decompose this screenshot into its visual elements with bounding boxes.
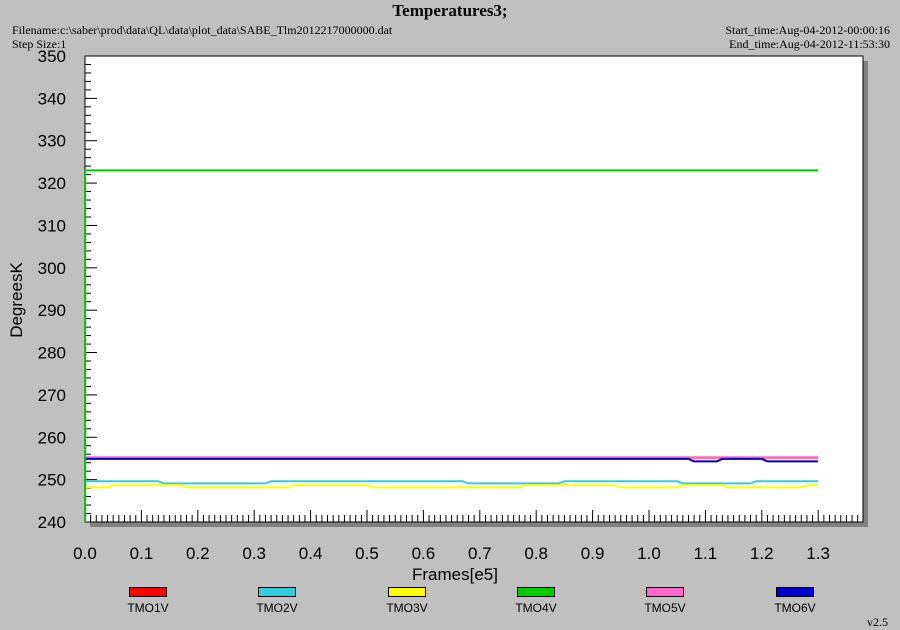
legend-swatch [517, 587, 555, 597]
legend-label: TMO3V [386, 601, 428, 615]
legend-item-tmo6v: TMO6V [755, 585, 835, 615]
legend-swatch [646, 587, 684, 597]
legend-item-tmo5v: TMO5V [625, 585, 705, 615]
legend-label: TMO2V [256, 601, 298, 615]
legend-label: TMO6V [774, 601, 816, 615]
end-time-label: End_time:Aug-04-2012-11:53:30 [729, 37, 890, 51]
start-time-label: Start_time:Aug-04-2012-00:00:16 [725, 23, 890, 37]
chart-title: Temperatures3; [392, 1, 508, 20]
y-tick-label: 240 [38, 513, 66, 532]
x-tick-label: 1.3 [806, 544, 830, 563]
legend-item-tmo1v: TMO1V [108, 585, 188, 615]
x-tick-label: 0.8 [524, 544, 548, 563]
legend-label: TMO4V [515, 601, 557, 615]
y-tick-label: 350 [38, 47, 66, 66]
legend-label: TMO5V [644, 601, 686, 615]
legend: TMO1V TMO2V TMO3V TMO4V TMO5V TMO6V [0, 585, 900, 615]
legend-swatch [258, 587, 296, 597]
x-tick-label: 0.0 [73, 544, 97, 563]
x-tick-label: 0.6 [412, 544, 436, 563]
x-axis-label: Frames[e5] [412, 565, 498, 584]
legend-swatch [388, 587, 426, 597]
series-line-tmo3v [85, 484, 819, 489]
series-line-tmo2v [85, 480, 819, 485]
x-tick-label: 0.1 [130, 544, 154, 563]
x-tick-label: 1.2 [750, 544, 774, 563]
step-size-label: Step Size:1 [12, 37, 67, 51]
x-tick-label: 0.9 [581, 544, 605, 563]
series-line-tmo6v [85, 457, 819, 463]
x-tick-label: 1.0 [637, 544, 661, 563]
x-tick-label: 0.3 [242, 544, 266, 563]
y-tick-label: 320 [38, 174, 66, 193]
y-tick-label: 260 [38, 428, 66, 447]
y-tick-label: 310 [38, 216, 66, 235]
x-tick-label: 0.2 [186, 544, 210, 563]
legend-swatch [776, 587, 814, 597]
x-tick-label: 0.5 [355, 544, 379, 563]
filename-label: Filename:c:\saber\prod\data\QL\data\plot… [12, 23, 393, 37]
legend-item-tmo4v: TMO4V [496, 585, 576, 615]
x-tick-label: 0.4 [299, 544, 323, 563]
x-tick-label: 1.1 [694, 544, 718, 563]
y-tick-label: 270 [38, 386, 66, 405]
legend-item-tmo3v: TMO3V [367, 585, 447, 615]
y-tick-label: 330 [38, 132, 66, 151]
y-tick-label: 250 [38, 471, 66, 490]
legend-item-tmo2v: TMO2V [237, 585, 317, 615]
x-tick-label: 0.7 [468, 544, 492, 563]
legend-swatch [129, 587, 167, 597]
y-axis-label: DegreesK [7, 262, 26, 338]
y-tick-label: 300 [38, 259, 66, 278]
version-label: v2.5 [867, 615, 888, 629]
y-tick-label: 290 [38, 301, 66, 320]
y-tick-label: 340 [38, 89, 66, 108]
legend-label: TMO1V [127, 601, 169, 615]
plot-area [84, 55, 864, 523]
y-tick-label: 280 [38, 344, 66, 363]
